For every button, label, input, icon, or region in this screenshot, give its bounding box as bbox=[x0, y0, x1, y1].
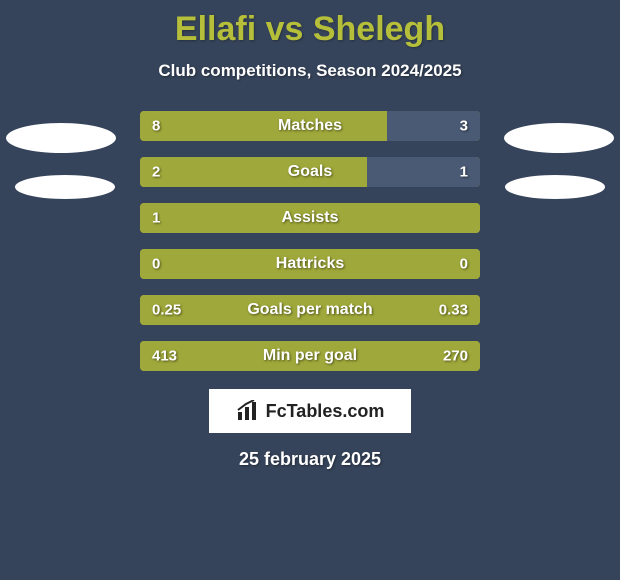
player-right-avatar-2 bbox=[505, 175, 605, 199]
stat-row: 2 1 Goals bbox=[140, 157, 480, 187]
page-title: Ellafi vs Shelegh bbox=[0, 0, 620, 49]
stat-value-right: 0.33 bbox=[439, 302, 468, 319]
bar-left bbox=[140, 157, 367, 187]
stat-label: Matches bbox=[278, 117, 342, 135]
stat-value-right: 0 bbox=[460, 256, 468, 273]
brand-text: FcTables.com bbox=[266, 401, 385, 422]
stat-row: 8 3 Matches bbox=[140, 111, 480, 141]
bar-left bbox=[140, 111, 387, 141]
stat-row: 0 0 Hattricks bbox=[140, 249, 480, 279]
stat-row: 413 270 Min per goal bbox=[140, 341, 480, 371]
stat-label: Goals bbox=[288, 163, 332, 181]
player-left-avatar bbox=[6, 123, 116, 153]
stat-value-left: 2 bbox=[152, 164, 160, 181]
stat-label: Hattricks bbox=[276, 255, 344, 273]
stat-label: Goals per match bbox=[247, 301, 372, 319]
stat-value-left: 8 bbox=[152, 118, 160, 135]
stat-value-left: 0 bbox=[152, 256, 160, 273]
brand-chart-icon bbox=[236, 400, 262, 422]
player-right-avatar bbox=[504, 123, 614, 153]
stat-label: Assists bbox=[282, 209, 339, 227]
date-line: 25 february 2025 bbox=[0, 449, 620, 470]
stat-label: Min per goal bbox=[263, 347, 357, 365]
brand-badge[interactable]: FcTables.com bbox=[209, 389, 411, 433]
stat-value-right: 3 bbox=[460, 118, 468, 135]
stat-row: 0.25 0.33 Goals per match bbox=[140, 295, 480, 325]
stat-value-left: 413 bbox=[152, 348, 177, 365]
stat-value-left: 0.25 bbox=[152, 302, 181, 319]
season-subtitle: Club competitions, Season 2024/2025 bbox=[0, 61, 620, 81]
stat-value-right: 270 bbox=[443, 348, 468, 365]
stat-row: 1 Assists bbox=[140, 203, 480, 233]
player-left-avatar-2 bbox=[15, 175, 115, 199]
stat-value-right: 1 bbox=[460, 164, 468, 181]
stat-value-left: 1 bbox=[152, 210, 160, 227]
